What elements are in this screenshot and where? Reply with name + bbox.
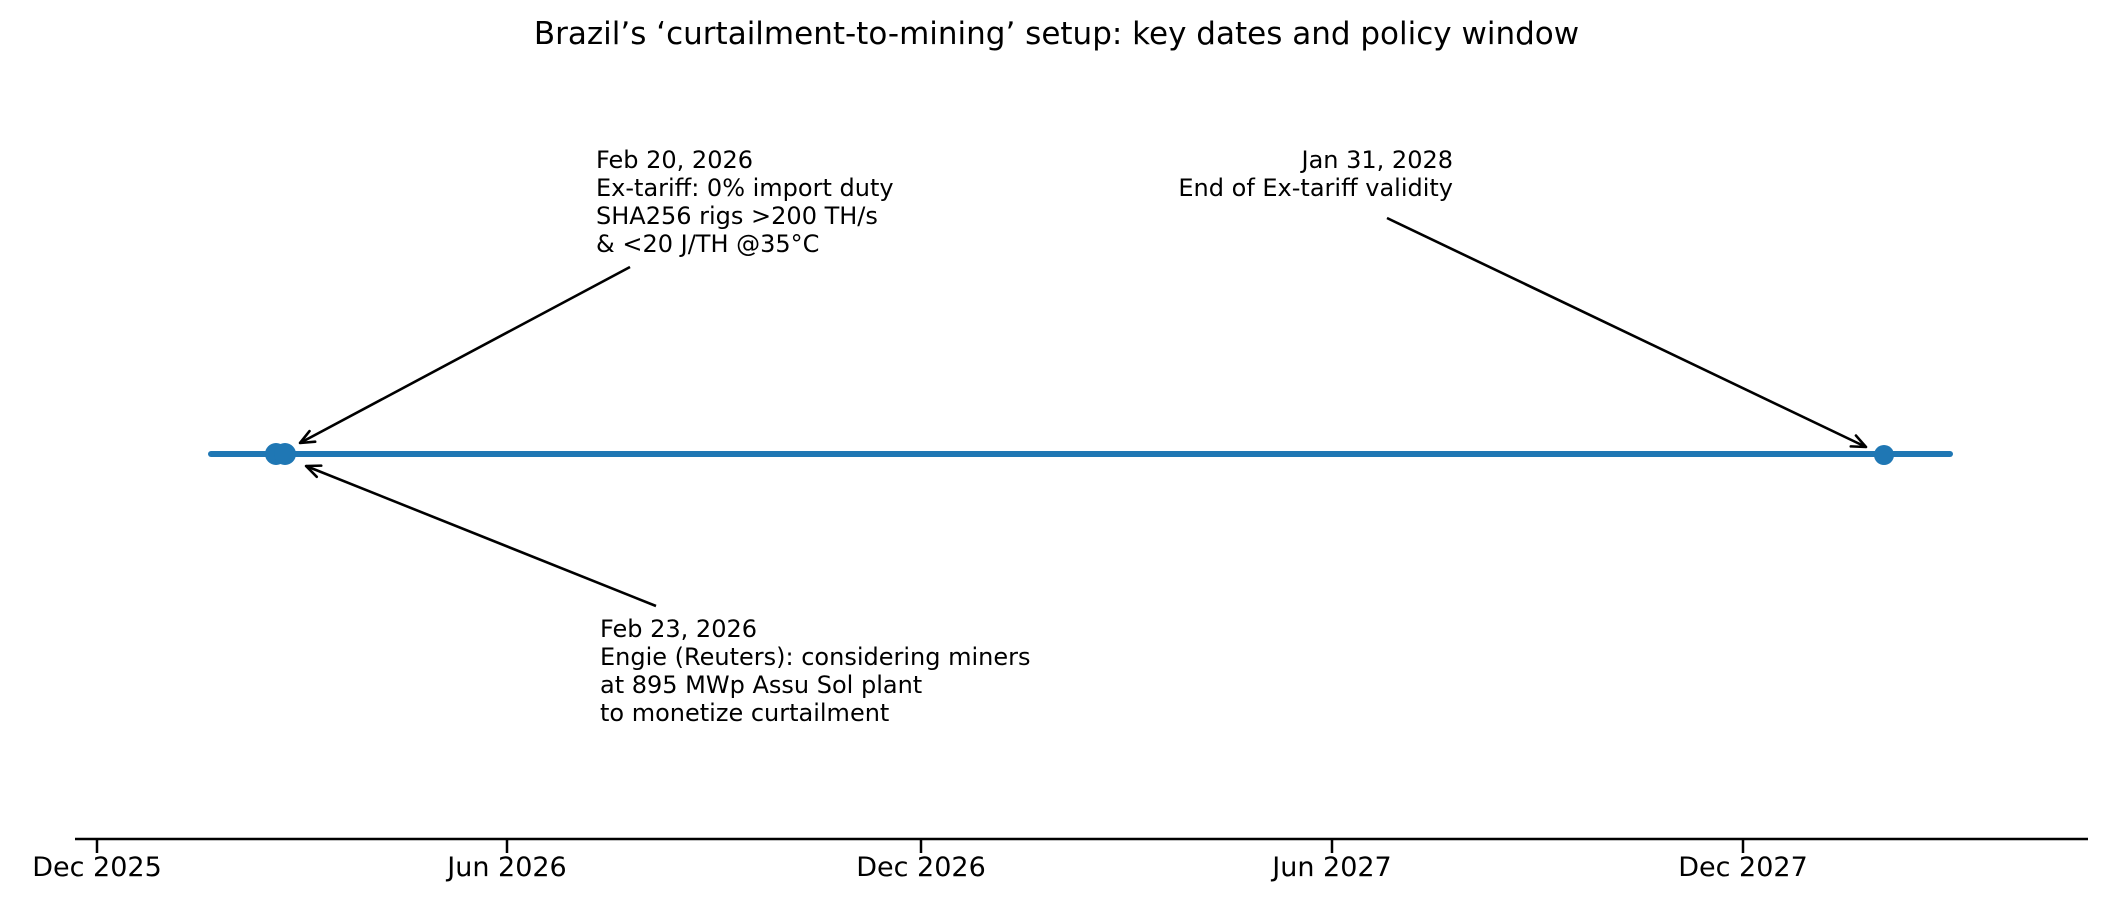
x-tick-label-dec2025: Dec 2025 — [32, 852, 162, 883]
annotation-date: Feb 23, 2026 — [600, 615, 757, 643]
annotation-text-line: End of Ex-tariff validity — [1178, 174, 1453, 202]
annotation-text-line: to monetize curtailment — [600, 699, 890, 727]
arrow-jan31-annotation — [1386, 216, 1868, 449]
annotation-date: Jan 31, 2028 — [1301, 146, 1454, 174]
annotation-text-line: Ex-tariff: 0% import duty — [596, 174, 894, 202]
x-tick-label-jun2027: Jun 2027 — [1272, 852, 1392, 883]
x-tick-label-dec2027: Dec 2027 — [1678, 852, 1808, 883]
annotation-text-line: SHA256 rigs >200 TH/s — [596, 202, 878, 230]
annotation-text-line: at 895 MWp Assu Sol plant — [600, 671, 923, 699]
annotation-jan31-end-of-extariff: Jan 31, 2028 End of Ex-tariff validity — [1178, 146, 1453, 202]
annotation-text-line: & <20 J/TH @35°C — [596, 230, 820, 258]
event-dot-jan31-2028 — [1874, 445, 1894, 465]
annotation-date: Feb 20, 2026 — [596, 146, 753, 174]
annotation-feb20-extariff: Feb 20, 2026 Ex-tariff: 0% import duty S… — [596, 146, 894, 258]
arrow-feb20-annotation — [298, 265, 631, 445]
event-dot-feb23-2026 — [274, 443, 296, 465]
x-tick-label-jun2026: Jun 2026 — [447, 852, 567, 883]
arrow-feb23-annotation — [304, 464, 657, 608]
x-tick-label-dec2026: Dec 2026 — [856, 852, 986, 883]
chart-title: Brazil’s ‘curtailment-to-mining’ setup: … — [533, 16, 1580, 52]
annotation-text-line: Engie (Reuters): considering miners — [600, 643, 1031, 671]
annotation-feb23-engie: Feb 23, 2026 Engie (Reuters): considerin… — [600, 615, 1031, 727]
